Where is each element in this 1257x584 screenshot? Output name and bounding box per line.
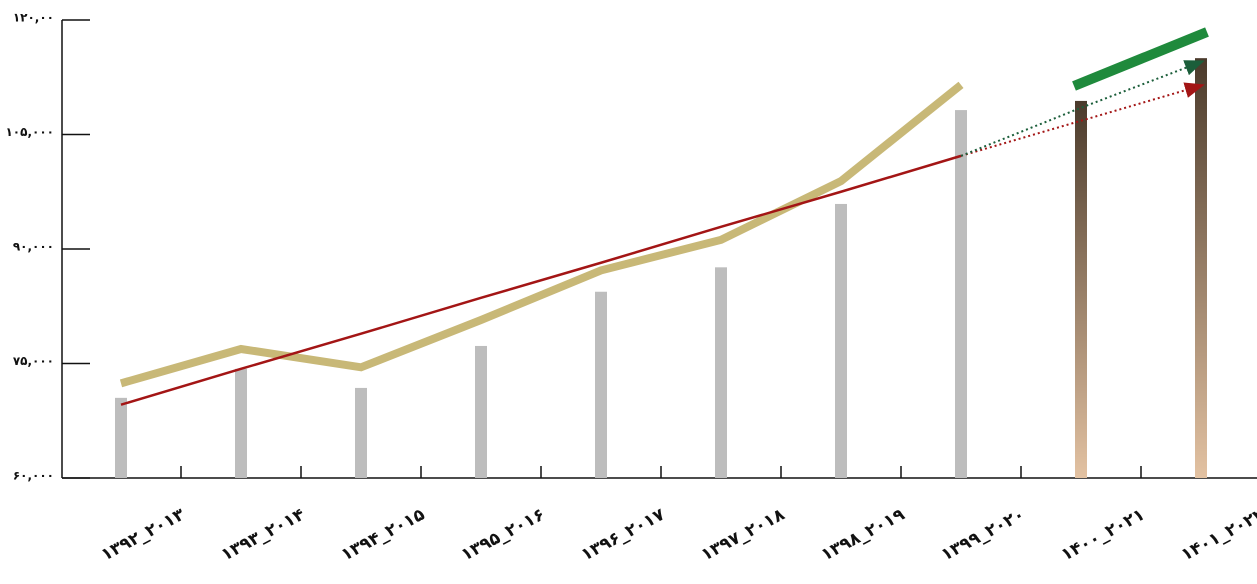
x-tick-label: ۱۳۹۹_۲۰۲۰	[938, 505, 1028, 566]
bar	[595, 291, 607, 478]
x-tick-label: ۱۳۹۳_۲۰۱۴	[218, 505, 308, 566]
x-tick-label: ۱۳۹۲_۲۰۱۳	[98, 504, 189, 565]
y-tick-label: ۱۰۵,۰۰۰	[5, 125, 54, 139]
bar	[355, 387, 367, 478]
y-tick-label: ۱۲۰,۰۰	[13, 11, 54, 25]
y-tick-label: ۷۵,۰۰۰	[13, 354, 54, 368]
line	[119, 81, 964, 388]
bar	[475, 345, 487, 478]
bar	[1075, 100, 1087, 478]
bar	[835, 203, 847, 479]
x-tick-label: ۱۳۹۴_۲۰۱۵	[338, 505, 428, 566]
x-tick-label: ۱۴۰۰_۲۰۲۱	[1058, 505, 1148, 566]
x-tick-label: ۱۴۰۱_۲۰۲۲	[1178, 504, 1257, 565]
bar	[235, 368, 247, 478]
line	[120, 154, 962, 406]
bar	[1195, 58, 1207, 479]
x-tick-label: ۱۳۹۵_۲۰۱۶	[458, 505, 548, 566]
y-tick-label: ۶۰,۰۰۰	[13, 469, 54, 483]
x-tick-label: ۱۳۹۸_۲۰۱۹	[818, 504, 909, 565]
bar	[955, 110, 967, 478]
x-tick-label: ۱۳۹۶_۲۰۱۷	[578, 504, 669, 565]
bar	[115, 397, 127, 478]
bar	[715, 267, 727, 478]
trend-indicator	[1072, 27, 1209, 91]
x-tick-label: ۱۳۹۷_۲۰۱۸	[698, 504, 789, 565]
y-tick-label: ۹۰,۰۰۰	[13, 240, 54, 254]
projection-line	[960, 82, 1205, 157]
